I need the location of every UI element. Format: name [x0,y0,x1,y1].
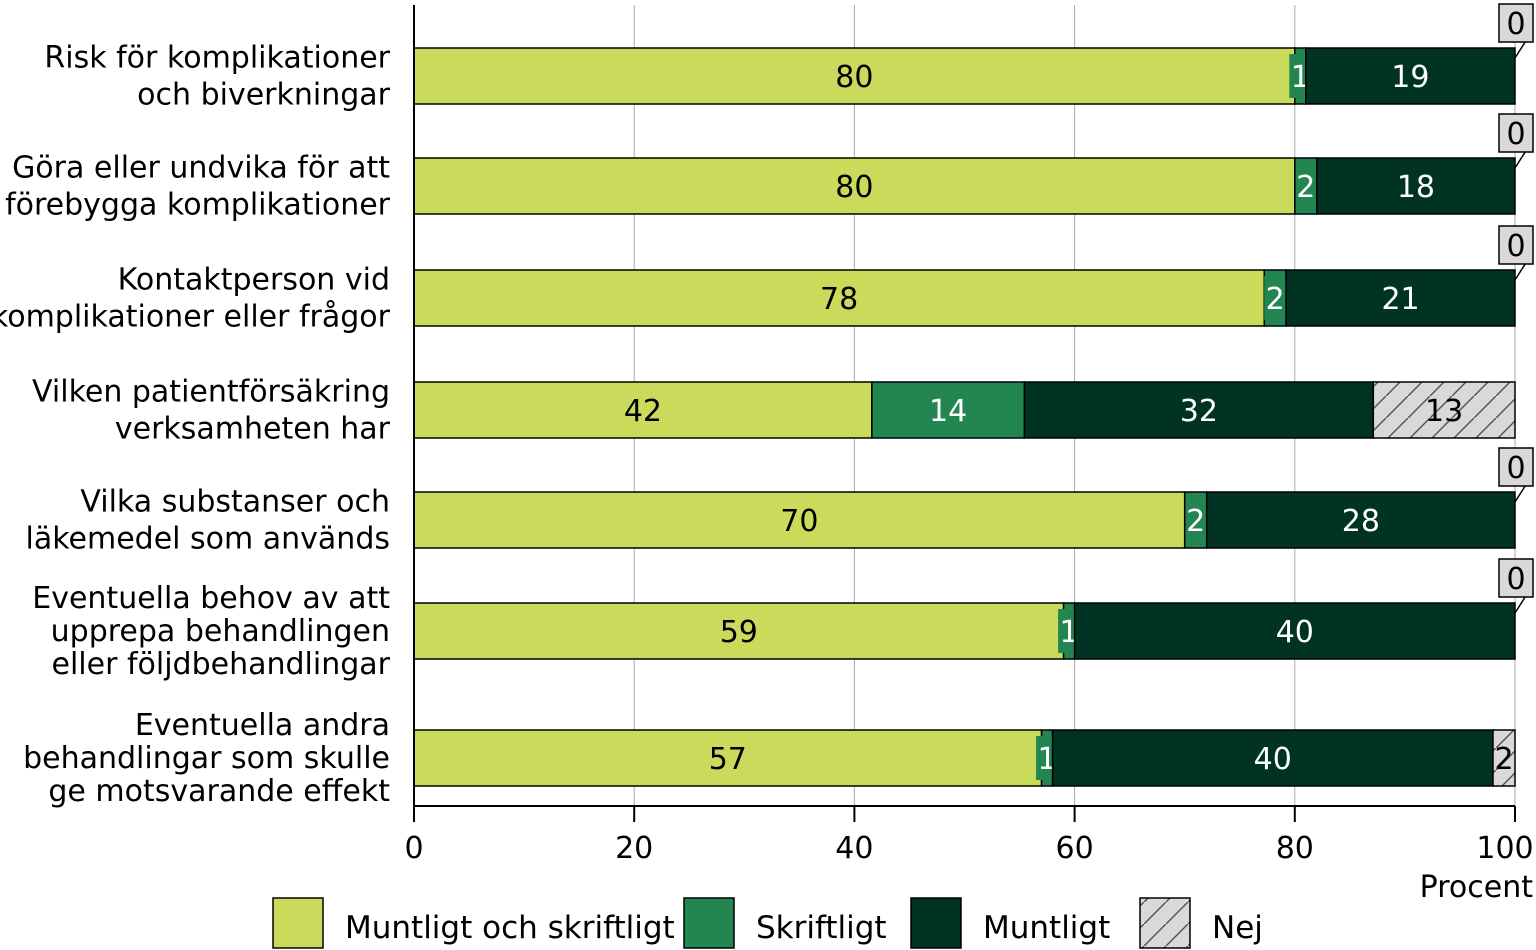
bar-segment [413,381,873,439]
x-tick-label: 100 [1476,831,1533,866]
callout-box [1498,447,1534,487]
bar-segment [413,491,1186,549]
data-label: 2 [1186,504,1205,539]
legend-label: Muntligt och skriftligt [345,910,675,946]
data-label: 2 [1494,742,1513,777]
data-label: 57 [709,742,747,777]
data-label: 80 [835,170,873,205]
x-tick-label: 40 [835,831,873,866]
legend-label: Muntligt [983,910,1110,946]
data-label: 0 [1506,117,1525,152]
data-label: 2 [1266,282,1285,317]
bar-segment [413,602,1065,660]
data-label: 80 [835,60,873,95]
callout-box [1498,225,1534,265]
callout-box [1498,3,1534,43]
callout-box [1498,558,1534,598]
category-label: Kontaktperson vid [118,263,390,298]
data-label: 32 [1180,394,1218,429]
category-label: komplikationer eller frågor [0,300,391,335]
data-label: 14 [929,394,967,429]
data-label: 42 [624,394,662,429]
data-label: 59 [720,615,758,650]
bar-segment [1051,729,1494,787]
data-label: 70 [780,504,818,539]
category-label: Eventuella andra [135,708,390,743]
bar-segment [1285,269,1516,327]
category-label: Vilka substanser och [80,485,390,520]
category-label: förebygga komplikationer [5,188,391,223]
category-label: och biverkningar [137,78,390,113]
bar-segment [1073,602,1516,660]
x-tick-label: 20 [615,831,653,866]
legend-swatch [1139,897,1191,949]
category-label: läkemedel som används [26,522,391,557]
category-label: upprepa behandlingen [51,614,390,649]
x-tick-label: 0 [404,831,423,866]
bar-segment [1372,381,1516,439]
data-label: 40 [1254,742,1292,777]
data-label: 0 [1506,229,1525,264]
bar-segment [413,47,1296,105]
category-label: Vilken patientförsäkring [32,375,390,410]
x-tick-label: 60 [1056,831,1094,866]
legend-label: Nej [1212,910,1263,946]
bar-segment [1205,491,1516,549]
bar-segment [1492,729,1516,787]
bar-segment [871,381,1026,439]
data-label: 18 [1397,170,1435,205]
category-label: behandlingar som skulle [23,741,390,776]
category-label: Göra eller undvika för att [12,151,390,186]
bar-segment [1023,381,1375,439]
bar-segment [413,157,1296,215]
x-tick-label: 80 [1276,831,1314,866]
data-label: 21 [1381,282,1419,317]
legend-label: Skriftligt [756,910,887,946]
category-label: verksamheten har [115,412,391,447]
data-label: 40 [1276,615,1314,650]
legend-swatch [683,897,735,949]
data-label: 2 [1296,170,1315,205]
bar-segment [1305,47,1516,105]
data-label: 78 [820,282,858,317]
bar-segment [413,729,1043,787]
data-label: 13 [1425,394,1463,429]
category-label: eller följdbehandlingar [52,647,391,682]
bar-segment [413,269,1266,327]
data-label: 0 [1506,7,1525,42]
data-label: 28 [1342,504,1380,539]
category-label: Risk för komplikationer [44,41,390,76]
bar-segment [1316,157,1516,215]
data-label: 19 [1391,60,1429,95]
label-tab [1264,276,1287,320]
data-label: 0 [1506,562,1525,597]
legend-swatch [910,897,962,949]
legend-swatch [272,897,324,949]
x-axis-label: Procent [1420,870,1534,905]
category-label: ge motsvarande effekt [48,774,390,809]
category-label: Eventuella behov av att [32,581,390,616]
data-label: 0 [1506,451,1525,486]
callout-box [1498,113,1534,153]
